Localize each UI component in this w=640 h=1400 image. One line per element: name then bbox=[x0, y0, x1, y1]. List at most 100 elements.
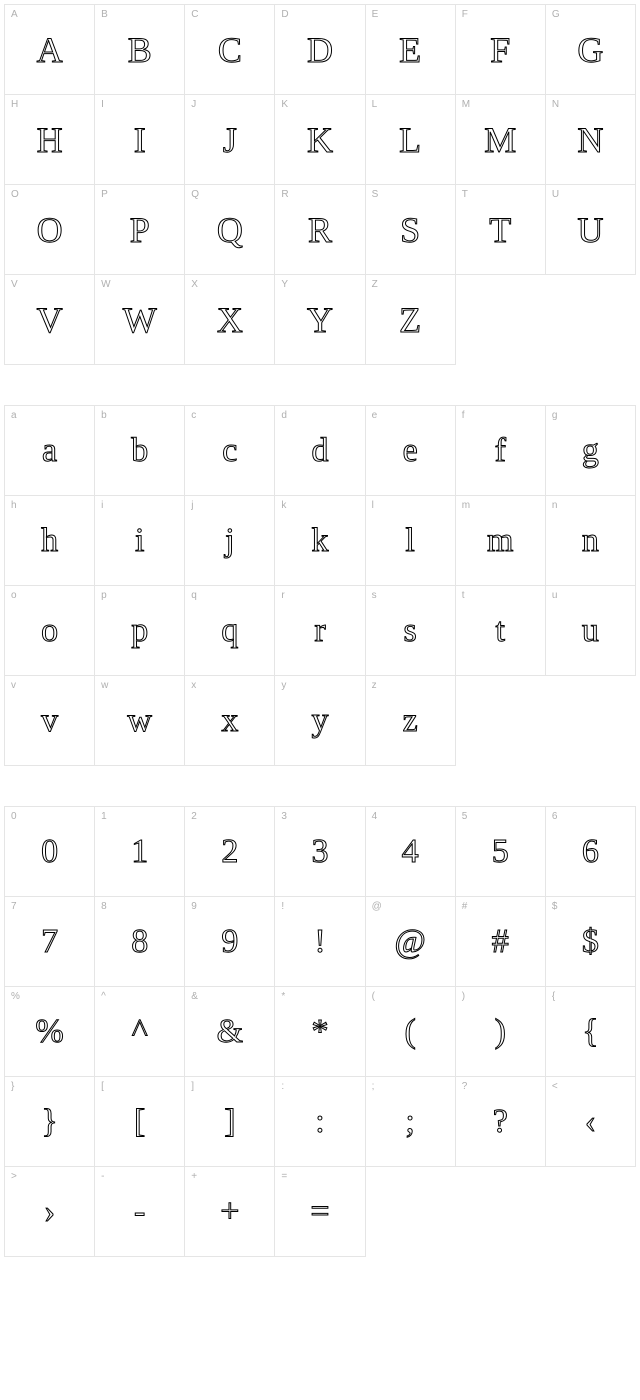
cell-label: B bbox=[101, 9, 108, 20]
cell-label: f bbox=[462, 410, 465, 421]
glyph-display: p bbox=[131, 612, 148, 650]
glyph-display: { bbox=[582, 1013, 598, 1051]
empty-cell bbox=[546, 275, 636, 365]
glyph-display: ; bbox=[405, 1103, 414, 1141]
glyph-cell: [[ bbox=[95, 1077, 185, 1167]
section-uppercase: AABBCCDDEEFFGGHHIIJJKKLLMMNNOOPPQQRRSSTT… bbox=[4, 4, 636, 365]
cell-label: 3 bbox=[281, 811, 287, 822]
glyph-display: U bbox=[577, 209, 603, 251]
cell-label: o bbox=[11, 590, 17, 601]
empty-cell bbox=[456, 676, 546, 766]
cell-label: u bbox=[552, 590, 558, 601]
glyph-cell: CC bbox=[185, 5, 275, 95]
glyph-display: ] bbox=[224, 1103, 235, 1141]
cell-label: e bbox=[372, 410, 378, 421]
cell-label: ] bbox=[191, 1081, 194, 1092]
cell-label: w bbox=[101, 680, 108, 691]
cell-label: h bbox=[11, 500, 17, 511]
glyph-cell: 00 bbox=[5, 807, 95, 897]
glyph-cell: ;; bbox=[366, 1077, 456, 1167]
glyph-cell: }} bbox=[5, 1077, 95, 1167]
cell-label: [ bbox=[101, 1081, 104, 1092]
cell-label: P bbox=[101, 189, 108, 200]
cell-label: = bbox=[281, 1171, 287, 1182]
glyph-cell: %% bbox=[5, 987, 95, 1077]
glyph-display: k bbox=[311, 522, 328, 560]
glyph-cell: aa bbox=[5, 406, 95, 496]
cell-label: Y bbox=[281, 279, 288, 290]
cell-label: ) bbox=[462, 991, 465, 1002]
glyph-display: 0 bbox=[41, 833, 58, 871]
glyph-cell: NN bbox=[546, 95, 636, 185]
cell-label: : bbox=[281, 1081, 284, 1092]
glyph-cell: uu bbox=[546, 586, 636, 676]
cell-label: 1 bbox=[101, 811, 107, 822]
glyph-display: a bbox=[42, 432, 57, 470]
cell-label: ; bbox=[372, 1081, 375, 1092]
glyph-display: 3 bbox=[311, 833, 328, 871]
cell-label: V bbox=[11, 279, 18, 290]
glyph-cell: cc bbox=[185, 406, 275, 496]
glyph-display: J bbox=[223, 119, 237, 161]
glyph-display: W bbox=[123, 299, 157, 341]
glyph-cell: (( bbox=[366, 987, 456, 1077]
glyph-cell: hh bbox=[5, 496, 95, 586]
cell-label: { bbox=[552, 991, 555, 1002]
glyph-display: T bbox=[489, 209, 511, 251]
cell-label: ? bbox=[462, 1081, 468, 1092]
glyph-cell: MM bbox=[456, 95, 546, 185]
glyph-display: L bbox=[399, 119, 421, 161]
glyph-cell: >› bbox=[5, 1167, 95, 1257]
cell-label: l bbox=[372, 500, 374, 511]
glyph-display: % bbox=[35, 1013, 63, 1051]
cell-label: m bbox=[462, 500, 470, 511]
cell-label: % bbox=[11, 991, 20, 1002]
cell-label: U bbox=[552, 189, 559, 200]
glyph-display: m bbox=[487, 522, 513, 560]
glyph-display: e bbox=[403, 432, 418, 470]
glyph-display: 4 bbox=[402, 833, 419, 871]
glyph-display: ( bbox=[404, 1013, 415, 1051]
cell-label: Z bbox=[372, 279, 378, 290]
cell-label: } bbox=[11, 1081, 14, 1092]
glyph-cell: @@ bbox=[366, 897, 456, 987]
cell-label: z bbox=[372, 680, 377, 691]
glyph-cell: jj bbox=[185, 496, 275, 586]
cell-label: i bbox=[101, 500, 103, 511]
glyph-display: D bbox=[307, 29, 333, 71]
empty-cell bbox=[546, 1167, 636, 1257]
glyph-cell: ee bbox=[366, 406, 456, 496]
glyph-display: $ bbox=[582, 923, 599, 961]
glyph-display: E bbox=[399, 29, 421, 71]
glyph-cell: yy bbox=[275, 676, 365, 766]
glyph-display: A bbox=[37, 29, 63, 71]
glyph-cell: XX bbox=[185, 275, 275, 365]
glyph-cell: PP bbox=[95, 185, 185, 275]
glyph-display: C bbox=[218, 29, 242, 71]
glyph-cell: !! bbox=[275, 897, 365, 987]
glyph-cell: qq bbox=[185, 586, 275, 676]
glyph-cell: RR bbox=[275, 185, 365, 275]
cell-label: > bbox=[11, 1171, 17, 1182]
glyph-display: o bbox=[41, 612, 58, 650]
glyph-display: Q bbox=[217, 209, 243, 251]
cell-label: I bbox=[101, 99, 104, 110]
glyph-display: 7 bbox=[41, 923, 58, 961]
cell-label: G bbox=[552, 9, 560, 20]
cell-label: b bbox=[101, 410, 107, 421]
glyph-cell: 99 bbox=[185, 897, 275, 987]
glyph-cell: 66 bbox=[546, 807, 636, 897]
cell-label: < bbox=[552, 1081, 558, 1092]
cell-label: 6 bbox=[552, 811, 558, 822]
glyph-cell: LL bbox=[366, 95, 456, 185]
glyph-cell: 88 bbox=[95, 897, 185, 987]
glyph-cell: VV bbox=[5, 275, 95, 365]
glyph-display: 5 bbox=[492, 833, 509, 871]
glyph-cell: 22 bbox=[185, 807, 275, 897]
glyph-cell: ii bbox=[95, 496, 185, 586]
glyph-cell: II bbox=[95, 95, 185, 185]
cell-label: H bbox=[11, 99, 18, 110]
cell-label: M bbox=[462, 99, 470, 110]
cell-label: A bbox=[11, 9, 18, 20]
glyph-display: O bbox=[37, 209, 63, 251]
